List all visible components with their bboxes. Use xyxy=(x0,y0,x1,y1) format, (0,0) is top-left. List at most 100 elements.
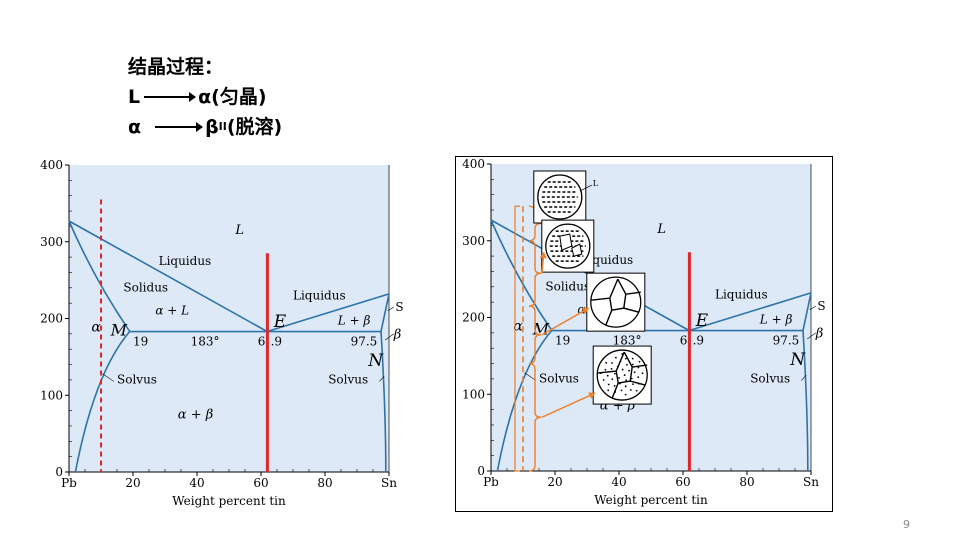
region-label-alpha-L: α + L xyxy=(155,304,189,318)
microstructure-alpha-beta-precipitate xyxy=(635,389,638,392)
solvus-label-left: Solvus xyxy=(539,372,579,386)
title-line-1: 结晶过程： xyxy=(128,52,282,82)
microstructure-alpha-beta-precipitate xyxy=(624,357,627,360)
solidus-line xyxy=(490,219,553,331)
microstructure-alpha-beta-precipitate xyxy=(631,357,634,360)
beta-label: β xyxy=(815,326,824,341)
reaction-2-sub: II xyxy=(218,120,227,133)
y-tick-label: 300 xyxy=(40,235,63,249)
solvus-pointer xyxy=(379,375,385,382)
temperature-183: 183° xyxy=(191,334,220,348)
point-label-E: E xyxy=(273,312,287,332)
composition-97-5: 97.5 xyxy=(773,333,800,347)
solidus-right-line xyxy=(380,293,390,332)
microstructure-alpha-beta-precipitate xyxy=(619,382,621,385)
microstructure-alpha-beta-precipitate xyxy=(632,383,634,386)
microstructure-alpha-beta-precipitate xyxy=(618,377,620,379)
solvus-pointer xyxy=(801,374,807,381)
microstructure-alpha-beta-grain-boundary xyxy=(597,351,648,399)
reaction-2-rest: (脱溶) xyxy=(226,116,283,138)
microstructure-alpha-beta-precipitate xyxy=(637,366,640,369)
microstructure-alpha-beta-precipitate xyxy=(607,389,610,392)
microstructure-alpha-beta-precipitate xyxy=(624,385,627,388)
solvus-right-line xyxy=(802,330,809,472)
x-tick-label: 80 xyxy=(317,476,332,490)
beta-pointer xyxy=(384,333,394,341)
liquidus-right-line xyxy=(266,293,390,333)
microstructure-alpha-beta-precipitate xyxy=(619,360,622,363)
x-tick-label: 60 xyxy=(253,476,268,490)
x-tick-label: Pb xyxy=(483,475,499,489)
liquidus-left-line xyxy=(68,220,268,333)
y-tick-label: 0 xyxy=(55,465,63,479)
microstructure-alpha-beta-precipitate xyxy=(638,382,640,385)
arrow-to-alpha-L-head xyxy=(539,252,547,259)
left-bracket xyxy=(514,205,520,472)
solvus-label-right: Solvus xyxy=(750,372,790,386)
point-label-N: N xyxy=(367,351,384,371)
y-tick-label: 0 xyxy=(477,464,485,478)
x-tick-label: 20 xyxy=(125,476,140,490)
microstructure-alpha-beta-precipitate xyxy=(616,365,619,368)
title-line-3: α β II (脱溶) xyxy=(128,112,282,142)
microstructure-alpha-beta-precipitate xyxy=(604,368,607,371)
composition-19: 19 xyxy=(555,333,570,347)
beta-pointer xyxy=(806,332,816,340)
title-heading: 结晶过程： xyxy=(128,56,224,78)
plot-background xyxy=(69,165,389,472)
microstructure-alpha-beta-precipitate xyxy=(633,371,636,374)
microstructure-alpha-beta-precipitate xyxy=(621,353,624,355)
arrow-to-alpha-beta-head xyxy=(588,392,596,399)
solvus-left-line xyxy=(496,329,553,472)
solvus-left-line xyxy=(74,330,131,473)
solidus-label: Solidus xyxy=(123,281,168,295)
microstructure-alpha-beta-precipitate xyxy=(606,374,609,377)
solidus-right-line xyxy=(802,292,812,331)
point-label-N: N xyxy=(789,350,806,370)
composition-9: .9 xyxy=(693,333,704,347)
y-tick-label: 200 xyxy=(40,312,63,326)
liquidus-label-right: Liquidus xyxy=(293,288,346,302)
arrow-to-alpha xyxy=(541,307,590,336)
s-pointer xyxy=(387,306,394,312)
microstructure-alpha-beta-precipitate xyxy=(630,377,633,380)
solvus-label-right: Solvus xyxy=(328,373,368,387)
microstructure-alpha-beta-precipitate xyxy=(602,379,605,381)
x-axis-label: Weight percent tin xyxy=(594,493,708,507)
microstructure-alpha-L-crystal xyxy=(571,243,583,257)
microstructure-alpha-beta-precipitate xyxy=(611,362,613,364)
microstructure-alpha-beta-precipitate xyxy=(610,368,613,370)
microstructure-alpha-beta-precipitate xyxy=(625,379,628,382)
microstructure-alpha-beta-precipitate xyxy=(624,393,627,396)
reaction-2-start: α xyxy=(128,116,142,138)
composition-97-5: 97.5 xyxy=(351,334,378,348)
microstructure-alpha-beta-precipitate xyxy=(614,391,617,393)
microstructure-alpha-beta-precipitate xyxy=(631,363,634,366)
microstructure-alpha-beta-precipitate xyxy=(605,361,608,364)
microstructure-alpha-beta-precipitate xyxy=(621,368,624,371)
microstructure-alpha-beta-precipitate xyxy=(607,383,610,386)
x-tick-label: Sn xyxy=(803,475,819,489)
brace-alpha-L xyxy=(528,240,542,307)
microstructure-alpha-beta-precipitate xyxy=(611,378,614,381)
microstructure-alpha-grain-boundary xyxy=(590,278,641,326)
microstructure-alpha-beta-precipitate xyxy=(641,372,644,375)
brace-alpha-beta xyxy=(528,362,542,472)
microstructure-alpha-beta-precipitate xyxy=(626,363,628,366)
liquidus-label-right: Liquidus xyxy=(715,287,768,301)
solidus-label: Solidus xyxy=(545,280,590,294)
label-S: S xyxy=(395,300,403,314)
x-tick-label: 20 xyxy=(547,475,562,489)
arrow-to-alpha-beta xyxy=(541,392,596,418)
title-block: 结晶过程： L α(匀晶) α β II (脱溶) xyxy=(128,52,282,142)
microstructure-alpha-beta-precipitate xyxy=(623,374,626,376)
liquidus-right-line xyxy=(688,292,812,332)
solvus-label-left: Solvus xyxy=(117,373,157,387)
arrow-to-alpha-head xyxy=(581,307,589,315)
x-tick-label: 60 xyxy=(675,475,690,489)
y-tick-label: 100 xyxy=(462,387,485,401)
x-tick-label: 40 xyxy=(189,476,204,490)
microstructure-alpha-beta-precipitate xyxy=(628,369,630,372)
microstructure-liquid-pointer xyxy=(579,184,592,192)
